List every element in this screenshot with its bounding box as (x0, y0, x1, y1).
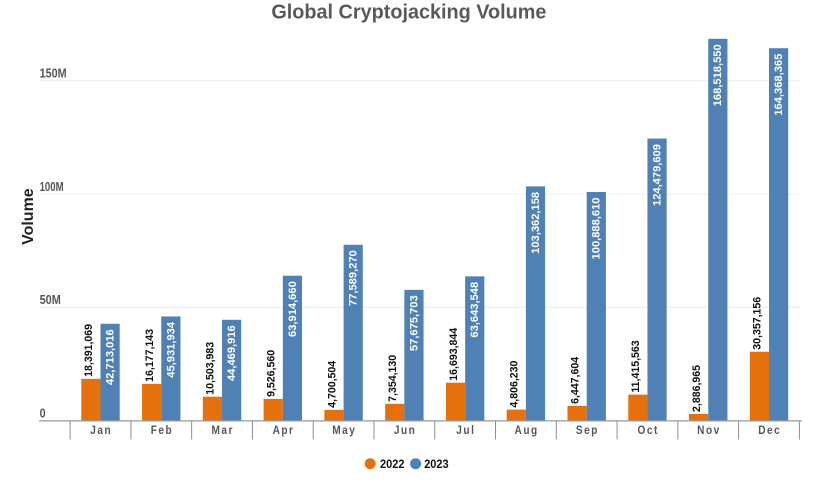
svg-text:Sep: Sep (576, 424, 599, 437)
svg-text:44,469,916: 44,469,916 (226, 325, 238, 381)
svg-text:16,177,143: 16,177,143 (144, 329, 156, 382)
svg-text:6,447,604: 6,447,604 (569, 356, 581, 404)
svg-text:50M: 50M (40, 292, 61, 307)
svg-text:May: May (332, 424, 356, 437)
svg-text:Feb: Feb (151, 424, 173, 437)
svg-text:124,479,609: 124,479,609 (651, 144, 663, 206)
svg-text:2022: 2022 (380, 457, 405, 471)
svg-text:2023: 2023 (424, 457, 449, 471)
svg-text:30,357,156: 30,357,156 (751, 297, 763, 350)
svg-text:Mar: Mar (212, 424, 234, 437)
svg-text:77,589,270: 77,589,270 (347, 250, 359, 306)
svg-text:0: 0 (40, 405, 46, 420)
svg-text:Volume: Volume (20, 188, 37, 245)
svg-text:45,931,934: 45,931,934 (165, 321, 177, 377)
svg-text:Apr: Apr (273, 424, 295, 437)
svg-text:4,700,504: 4,700,504 (326, 360, 338, 408)
svg-text:7,354,130: 7,354,130 (387, 355, 399, 402)
svg-text:Dec: Dec (758, 424, 781, 437)
svg-text:164,368,365: 164,368,365 (773, 54, 785, 116)
svg-text:9,526,560: 9,526,560 (265, 350, 277, 397)
svg-text:103,362,158: 103,362,158 (530, 192, 542, 254)
svg-text:Jun: Jun (394, 424, 416, 437)
svg-text:Jan: Jan (90, 424, 112, 437)
svg-text:168,518,550: 168,518,550 (712, 44, 724, 106)
svg-text:11,415,563: 11,415,563 (630, 340, 642, 392)
svg-text:Aug: Aug (515, 424, 539, 437)
svg-text:Oct: Oct (637, 424, 658, 437)
svg-text:18,391,069: 18,391,069 (83, 324, 95, 377)
svg-text:63,914,660: 63,914,660 (287, 281, 299, 337)
svg-text:Jul: Jul (456, 424, 475, 437)
svg-text:Nov: Nov (697, 424, 721, 437)
svg-text:63,643,548: 63,643,548 (469, 282, 481, 338)
svg-text:57,675,703: 57,675,703 (408, 295, 420, 351)
svg-text:Global Cryptojacking Volume: Global Cryptojacking Volume (271, 1, 546, 23)
svg-text:4,806,230: 4,806,230 (508, 361, 520, 408)
svg-text:2,886,965: 2,886,965 (691, 365, 703, 412)
svg-text:42,713,016: 42,713,016 (104, 329, 116, 385)
svg-text:100,888,610: 100,888,610 (591, 197, 603, 259)
svg-text:10,503,983: 10,503,983 (204, 342, 216, 395)
svg-text:100M: 100M (40, 179, 64, 194)
svg-text:150M: 150M (40, 66, 67, 81)
svg-text:16,693,844: 16,693,844 (447, 327, 459, 381)
